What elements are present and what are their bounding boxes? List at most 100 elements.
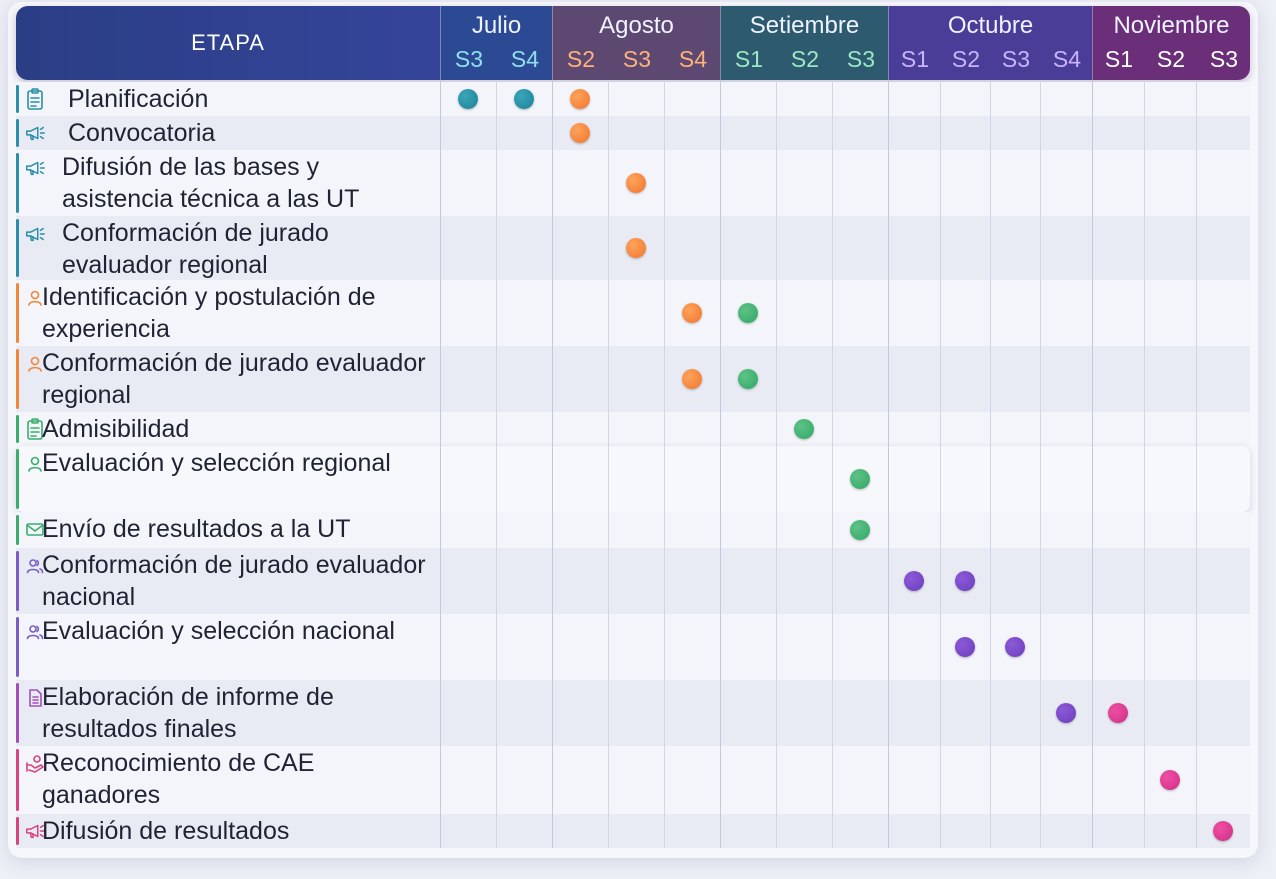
schedule-dot: [626, 238, 646, 258]
week-label: S4: [510, 46, 540, 72]
row-label: Admisibilidad: [42, 415, 190, 443]
row-label-cell: Identificación y postulación de experien…: [16, 280, 440, 346]
week-label: S3: [622, 46, 652, 72]
row-label-cell: Conformación de jurado evaluador naciona…: [16, 548, 440, 614]
row-label-cell: Evaluación y selección regional: [16, 446, 440, 512]
week-label: S3: [454, 46, 484, 72]
timeline-row: Convocatoria: [16, 116, 1250, 150]
user-icon: [24, 352, 46, 376]
schedule-dot: [1005, 637, 1025, 657]
envelope-icon: [24, 517, 46, 541]
row-label: Reconocimiento de CAE ganadores: [42, 749, 315, 809]
timeline-row: Conformación de jurado evaluador regiona…: [16, 216, 1250, 280]
timeline-row: Conformación de jurado evaluador regiona…: [16, 346, 1250, 412]
week-label: S2: [951, 46, 981, 72]
row-accent-bar: [16, 515, 19, 545]
table-header: ETAPA Julio S3 S4 Agosto S2 S3 S4 Setiembre S1 S2…: [16, 6, 1250, 80]
etapa-column-header: ETAPA: [16, 6, 440, 80]
month-name: Setiembre: [749, 12, 860, 39]
document-icon: [24, 686, 46, 710]
row-accent-bar: [16, 683, 19, 743]
row-label: Difusión de las bases y asistencia técni…: [62, 153, 360, 213]
row-accent-bar: [16, 219, 19, 277]
grid-line: [552, 80, 553, 848]
users-icon: [24, 554, 46, 578]
megaphone-icon: [24, 121, 46, 145]
grid-line: [440, 80, 441, 848]
schedule-dot: [570, 89, 590, 109]
week-label: S1: [900, 46, 930, 72]
clipboard-icon: [24, 87, 46, 111]
schedule-dot: [904, 571, 924, 591]
timeline-row: Elaboración de informe de resultados fin…: [16, 680, 1250, 746]
row-label: Difusión de resultados: [42, 817, 290, 845]
clipboard-icon: [24, 417, 46, 441]
timeline-row: Admisibilidad: [16, 412, 1250, 446]
award-icon: [24, 752, 46, 776]
week-label: S2: [566, 46, 596, 72]
row-label: Evaluación y selección nacional: [42, 617, 395, 645]
grid-line: [990, 80, 991, 848]
row-label: Conformación de jurado evaluador regiona…: [42, 349, 426, 409]
schedule-dot: [458, 89, 478, 109]
megaphone-icon: [24, 222, 46, 246]
row-accent-bar: [16, 749, 19, 811]
schedule-dot: [1108, 703, 1128, 723]
grid-line: [1040, 80, 1041, 848]
timeline-row: Identificación y postulación de experien…: [16, 280, 1250, 346]
month-header-2: Setiembre S1 S2 S3: [720, 6, 888, 80]
week-label: S3: [1001, 46, 1031, 72]
grid-line: [1092, 80, 1093, 848]
schedule-dot: [1056, 703, 1076, 723]
row-label-cell: Elaboración de informe de resultados fin…: [16, 680, 440, 746]
grid-line: [1196, 80, 1197, 848]
month-header-0: Julio S3 S4: [440, 6, 552, 80]
schedule-dot: [955, 571, 975, 591]
schedule-dot: [794, 419, 814, 439]
week-label: S3: [846, 46, 876, 72]
schedule-dot: [738, 369, 758, 389]
month-header-4: Noviembre S1 S2 S3: [1092, 6, 1250, 80]
schedule-dot: [738, 303, 758, 323]
timeline-row: Envío de resultados a la UT: [16, 512, 1250, 548]
row-label: Evaluación y selección regional: [42, 449, 391, 477]
timeline-row: Evaluación y selección regional: [16, 446, 1250, 512]
row-accent-bar: [16, 551, 19, 611]
row-accent-bar: [16, 349, 19, 409]
schedule-dot: [850, 469, 870, 489]
schedule-dot: [682, 369, 702, 389]
timeline-row: Conformación de jurado evaluador naciona…: [16, 548, 1250, 614]
schedule-dot: [1160, 770, 1180, 790]
timeline-row: Difusión de las bases y asistencia técni…: [16, 150, 1250, 216]
users-icon: [24, 620, 46, 644]
user-icon: [24, 452, 46, 476]
row-label-cell: Admisibilidad: [16, 412, 440, 446]
timeline-row: Difusión de resultados: [16, 814, 1250, 848]
grid-line: [832, 80, 833, 848]
row-label-cell: Planificación: [16, 82, 440, 116]
row-label-cell: Difusión de las bases y asistencia técni…: [16, 150, 440, 216]
month-name: Julio: [471, 12, 522, 39]
schedule-dot: [955, 637, 975, 657]
timeline-row: Evaluación y selección nacional: [16, 614, 1250, 680]
week-label: S2: [1156, 46, 1186, 72]
row-accent-bar: [16, 617, 19, 677]
row-label: Elaboración de informe de resultados fin…: [42, 683, 334, 743]
schedule-dot: [570, 123, 590, 143]
schedule-dot: [626, 173, 646, 193]
grid-line: [1144, 80, 1145, 848]
row-label: Planificación: [68, 85, 209, 113]
row-label-cell: Convocatoria: [16, 116, 440, 150]
month-header-1: Agosto S2 S3 S4: [552, 6, 720, 80]
grid-line: [664, 80, 665, 848]
week-label: S2: [790, 46, 820, 72]
row-label: Envío de resultados a la UT: [42, 515, 351, 543]
row-accent-bar: [16, 153, 19, 213]
user-icon: [24, 286, 46, 310]
row-accent-bar: [16, 415, 19, 443]
month-name: Noviembre: [1113, 12, 1230, 39]
grid-line: [776, 80, 777, 848]
row-label-cell: Difusión de resultados: [16, 814, 440, 848]
week-label: S4: [678, 46, 708, 72]
